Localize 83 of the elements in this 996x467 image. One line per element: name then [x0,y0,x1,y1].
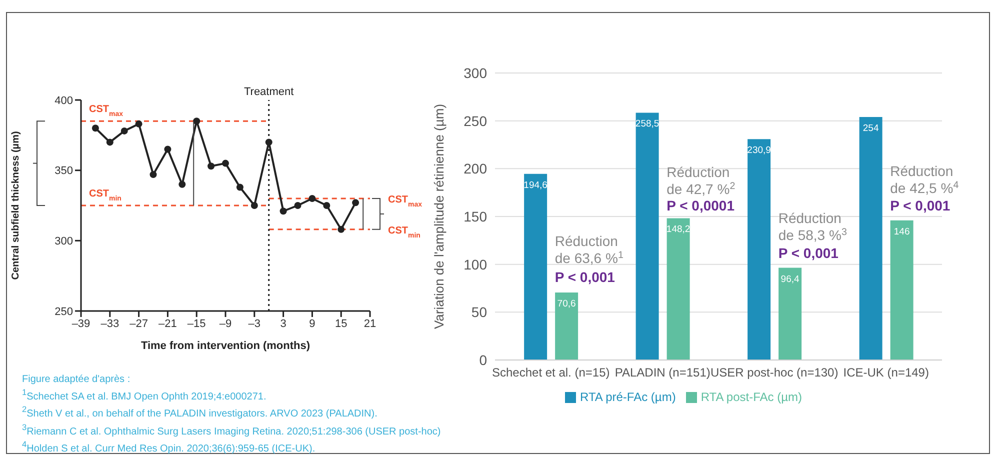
point [222,160,229,167]
text: $^{4}$Holden S et al. Curr Med Res Opin. 2020;36(6):959-65 (ICE-UK). [22,438,316,456]
point [352,199,360,206]
y-tick-label: 300 [464,64,488,81]
x-tick-label: ICE-UK (n=149) [843,366,929,380]
data-label: 146 [894,226,910,238]
ref-line-label: CST$_{min}$ [89,188,122,202]
y-tick-label: 250 [464,112,488,129]
x-tick-label: 3 [280,318,286,330]
point [135,120,142,128]
y-axis-title: Variation de l'amplitude rétinienne (µm) [432,104,447,330]
data-label: 194,6 [524,180,548,191]
y-tick-label: 0 [479,352,488,368]
x-tick-label: –9 [219,318,232,330]
y-tick-label: 200 [464,160,488,177]
y-tick-label: 50 [471,304,488,320]
data-label: 96,4 [780,274,800,285]
point [92,124,99,132]
bar [859,117,882,360]
point [280,208,287,215]
point [338,226,345,233]
point [323,202,330,209]
x-tick-label: –3 [248,318,261,330]
bar [890,220,914,360]
y-tick-label: 300 [54,236,73,248]
x-tick-label: 21 [364,318,376,330]
data-label: 70,6 [557,298,576,310]
x-axis-title: Time from intervention (months) [140,340,310,352]
bar [636,112,659,360]
point [236,184,244,191]
text: Figure adaptée d'après : [22,374,132,386]
x-tick-label: 15 [334,318,348,330]
annotation: P < 0,0001 [666,197,735,214]
x-tick-label: –39 [72,318,90,330]
x-tick-label: –27 [130,318,148,330]
y-axis-title: Central subfield thickness (µm) [10,131,22,280]
text: $^{2}$Sheth V et al., on behalf of the PALADIN investigators. ARVO 2023 (PALADIN). [22,403,378,421]
data-label: 230,9 [747,145,771,156]
ref-line-label: Treatment [244,86,294,98]
data-label: 254 [862,123,879,134]
ref-line-label: CST$_{max}$ [89,104,124,118]
annotation: Réduction de 42,7 %$^{2}$ [666,164,736,197]
bar [555,292,578,360]
ref-line-label: CST$_{min}$ [388,225,420,239]
point [150,171,157,178]
bar [524,174,548,360]
y-tick-label: 150 [464,208,488,224]
y-tick-label: 400 [54,94,73,107]
x-tick-label: USER post-hoc (n=130) [710,366,838,380]
point [294,202,302,209]
x-tick-label: PALADIN (n=151) [614,366,710,380]
annotation: Réduction de 42,5 %$^{4}$ [890,162,960,196]
x-tick-label: –33 [100,318,120,330]
x-tick-label: –15 [187,318,206,330]
annotation: P < 0,001 [890,197,950,214]
y-tick-label: 250 [54,306,73,318]
bar [748,139,771,360]
annotation: Réduction de 58,3 %$^{3}$ [778,210,848,243]
point [106,138,114,146]
text: $^{1}$Schechet SA et al. BMJ Open Ophth 2019;4:e000271. [22,386,268,404]
point [120,127,128,134]
point [178,180,186,188]
x-tick-label: Schechet et al. (n=15) [492,366,610,380]
point [193,118,200,125]
point [265,138,272,146]
text: $^{3}$Riemann C et al. Ophthalmic Surg Lasers Imaging Retina. 2020;51:298-306 (USER post-hoc) [22,420,441,438]
annotation: P < 0,001 [778,245,839,262]
x-tick-label: 9 [309,318,316,330]
y-tick-label: 350 [54,165,73,178]
ref-line-label: CST$_{max}$ [388,194,422,208]
point [164,146,172,153]
annotation: Réduction de 63,6 %$^{1}$ [554,232,624,266]
bar [778,268,802,360]
data-label: 148,2 [666,224,690,236]
legend-label: RTA post-FAc (µm) [700,390,802,404]
point [250,202,258,209]
x-tick-label: –21 [158,318,177,330]
point [208,162,215,170]
bar [666,218,690,360]
point [308,194,316,202]
y-tick-label: 100 [464,256,488,272]
legend-label: RTA pré-FAc (µm) [580,390,676,404]
annotation: P < 0,001 [554,269,616,286]
